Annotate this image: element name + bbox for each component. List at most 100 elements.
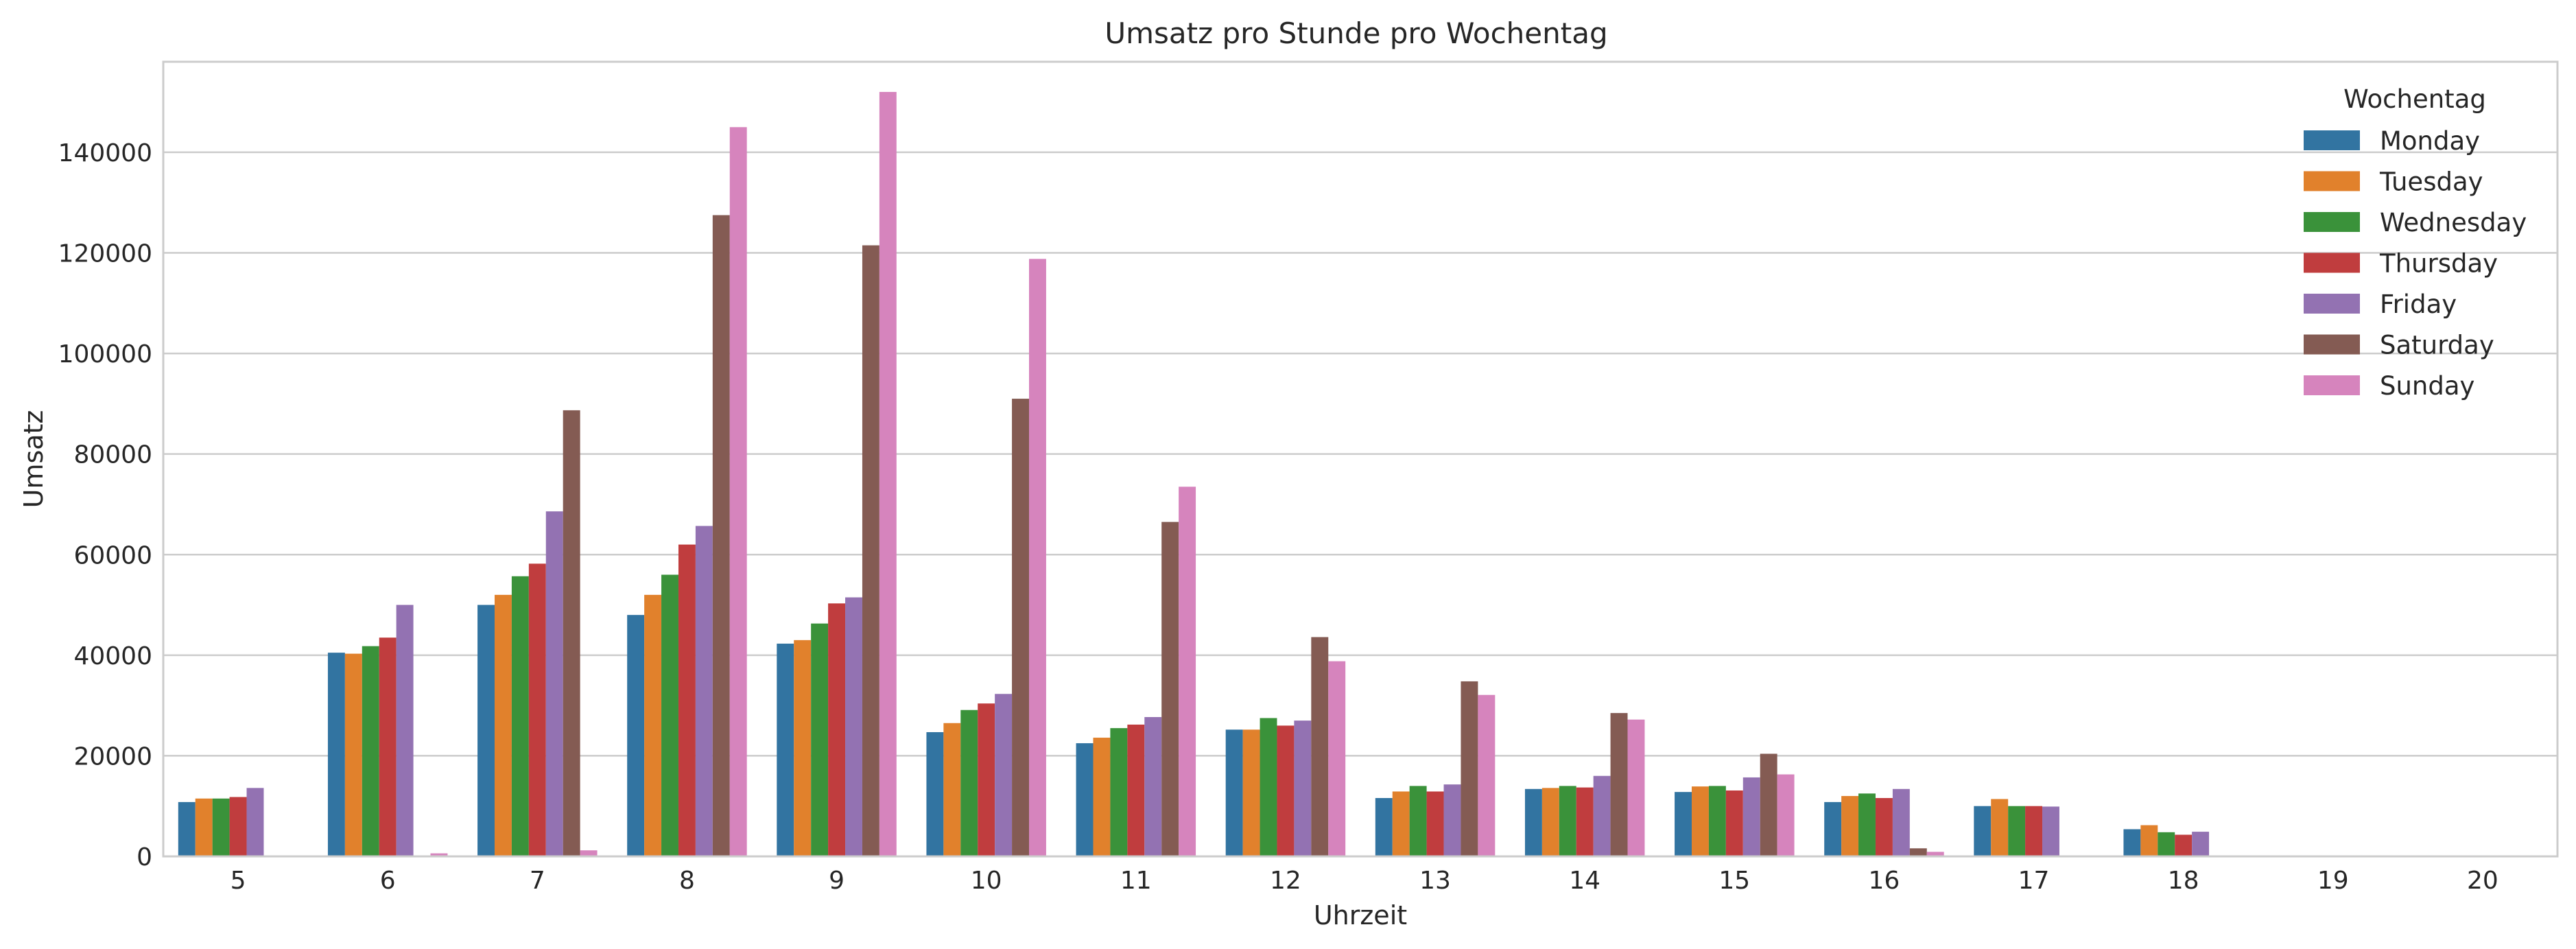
bar-tuesday-13	[1392, 791, 1410, 856]
x-tick-label: 12	[1270, 867, 1301, 895]
bar-thursday-11	[1127, 724, 1145, 856]
y-tick-label: 80000	[73, 441, 152, 469]
bar-wednesday-11	[1110, 728, 1128, 856]
x-tick-label: 14	[1569, 867, 1600, 895]
y-tick-label: 100000	[58, 340, 152, 368]
bar-monday-18	[2123, 829, 2141, 856]
bar-tuesday-12	[1242, 729, 1260, 856]
y-tick-label: 0	[137, 843, 152, 871]
bar-thursday-5	[229, 797, 247, 856]
bar-wednesday-17	[2008, 806, 2026, 856]
bar-wednesday-8	[661, 574, 678, 856]
legend-label-sunday: Sunday	[2380, 371, 2474, 401]
bar-tuesday-9	[794, 640, 812, 856]
bar-wednesday-14	[1559, 786, 1576, 856]
legend: Wochentag Monday Tuesday Wednesday Thursday…	[2304, 84, 2527, 401]
bar-wednesday-12	[1260, 718, 1277, 856]
x-tick-label: 7	[530, 867, 545, 895]
bar-wednesday-7	[511, 576, 529, 856]
legend-label-monday: Monday	[2380, 126, 2480, 156]
bar-thursday-6	[379, 637, 397, 856]
bar-wednesday-16	[1858, 793, 1876, 856]
legend-swatch-saturday	[2304, 334, 2360, 355]
x-tick-label: 6	[380, 867, 396, 895]
bar-saturday-13	[1461, 681, 1478, 856]
bar-sunday-8	[729, 127, 747, 857]
bar-wednesday-10	[960, 710, 978, 856]
bar-sunday-12	[1328, 661, 1346, 856]
bars	[178, 91, 2210, 857]
legend-swatch-wednesday	[2304, 212, 2360, 232]
y-axis-ticks: 0 20000 40000 60000 80000 100000 120000 140000	[58, 139, 152, 871]
bar-friday-10	[995, 694, 1013, 856]
bar-monday-13	[1375, 797, 1393, 856]
bar-saturday-10	[1012, 399, 1030, 856]
bar-monday-9	[777, 643, 794, 856]
bar-wednesday-5	[212, 798, 230, 856]
bar-friday-8	[695, 526, 713, 856]
legend-label-tuesday: Tuesday	[2379, 167, 2483, 197]
bar-tuesday-15	[1691, 786, 1709, 856]
bar-sunday-6	[430, 853, 448, 856]
bar-tuesday-8	[644, 594, 662, 856]
bar-sunday-13	[1478, 694, 1496, 856]
bar-saturday-7	[563, 410, 580, 856]
bar-tuesday-7	[494, 594, 512, 856]
legend-swatch-friday	[2304, 294, 2360, 314]
legend-label-wednesday: Wednesday	[2380, 208, 2527, 237]
y-tick-label: 60000	[73, 541, 152, 570]
bar-thursday-13	[1426, 791, 1444, 856]
chart-title: Umsatz pro Stunde pro Wochentag	[1104, 16, 1607, 50]
bar-thursday-8	[678, 544, 696, 856]
x-tick-label: 18	[2168, 867, 2199, 895]
legend-swatch-sunday	[2304, 375, 2360, 395]
legend-swatch-thursday	[2304, 253, 2360, 273]
bar-monday-17	[1974, 806, 1992, 856]
bar-saturday-8	[712, 215, 730, 856]
bar-tuesday-5	[195, 798, 213, 856]
bar-wednesday-18	[2158, 832, 2175, 856]
bar-monday-12	[1225, 729, 1243, 856]
x-axis-label: Uhrzeit	[1314, 900, 1407, 930]
bar-thursday-15	[1725, 790, 1743, 856]
y-tick-label: 40000	[73, 642, 152, 670]
bar-saturday-14	[1610, 713, 1628, 856]
bar-friday-13	[1443, 784, 1461, 856]
bar-monday-10	[926, 731, 944, 856]
bar-sunday-15	[1777, 774, 1795, 856]
bar-tuesday-18	[2140, 825, 2158, 856]
bar-friday-9	[845, 597, 862, 856]
bar-thursday-7	[528, 563, 546, 856]
bar-monday-7	[477, 605, 495, 856]
bar-wednesday-6	[362, 646, 379, 856]
bar-friday-6	[396, 605, 414, 856]
bar-sunday-10	[1029, 259, 1046, 856]
bar-friday-11	[1144, 716, 1162, 856]
y-tick-label: 120000	[58, 240, 152, 268]
x-tick-label: 13	[1419, 867, 1451, 895]
bar-thursday-14	[1576, 787, 1594, 856]
bar-monday-5	[178, 801, 196, 856]
legend-label-thursday: Thursday	[2379, 249, 2498, 279]
x-axis-ticks: 5 6 7 8 9 10 11 12 13 14 15 16 17 18 19 20	[231, 867, 2498, 895]
bar-thursday-9	[828, 603, 846, 856]
bar-wednesday-15	[1708, 786, 1726, 856]
bar-thursday-18	[2175, 834, 2193, 856]
bar-wednesday-9	[811, 623, 829, 856]
x-tick-label: 9	[829, 867, 844, 895]
bar-thursday-17	[2025, 806, 2043, 856]
bar-sunday-11	[1179, 487, 1196, 856]
y-tick-label: 140000	[58, 139, 152, 167]
legend-label-friday: Friday	[2380, 290, 2457, 319]
x-tick-label: 8	[679, 867, 695, 895]
bar-monday-6	[327, 653, 345, 856]
bar-thursday-16	[1875, 797, 1893, 856]
legend-swatch-tuesday	[2304, 171, 2360, 191]
bar-tuesday-6	[344, 653, 362, 856]
bar-saturday-15	[1760, 753, 1777, 856]
bar-sunday-7	[580, 850, 598, 856]
bar-monday-16	[1824, 801, 1842, 856]
legend-swatch-monday	[2304, 130, 2360, 150]
